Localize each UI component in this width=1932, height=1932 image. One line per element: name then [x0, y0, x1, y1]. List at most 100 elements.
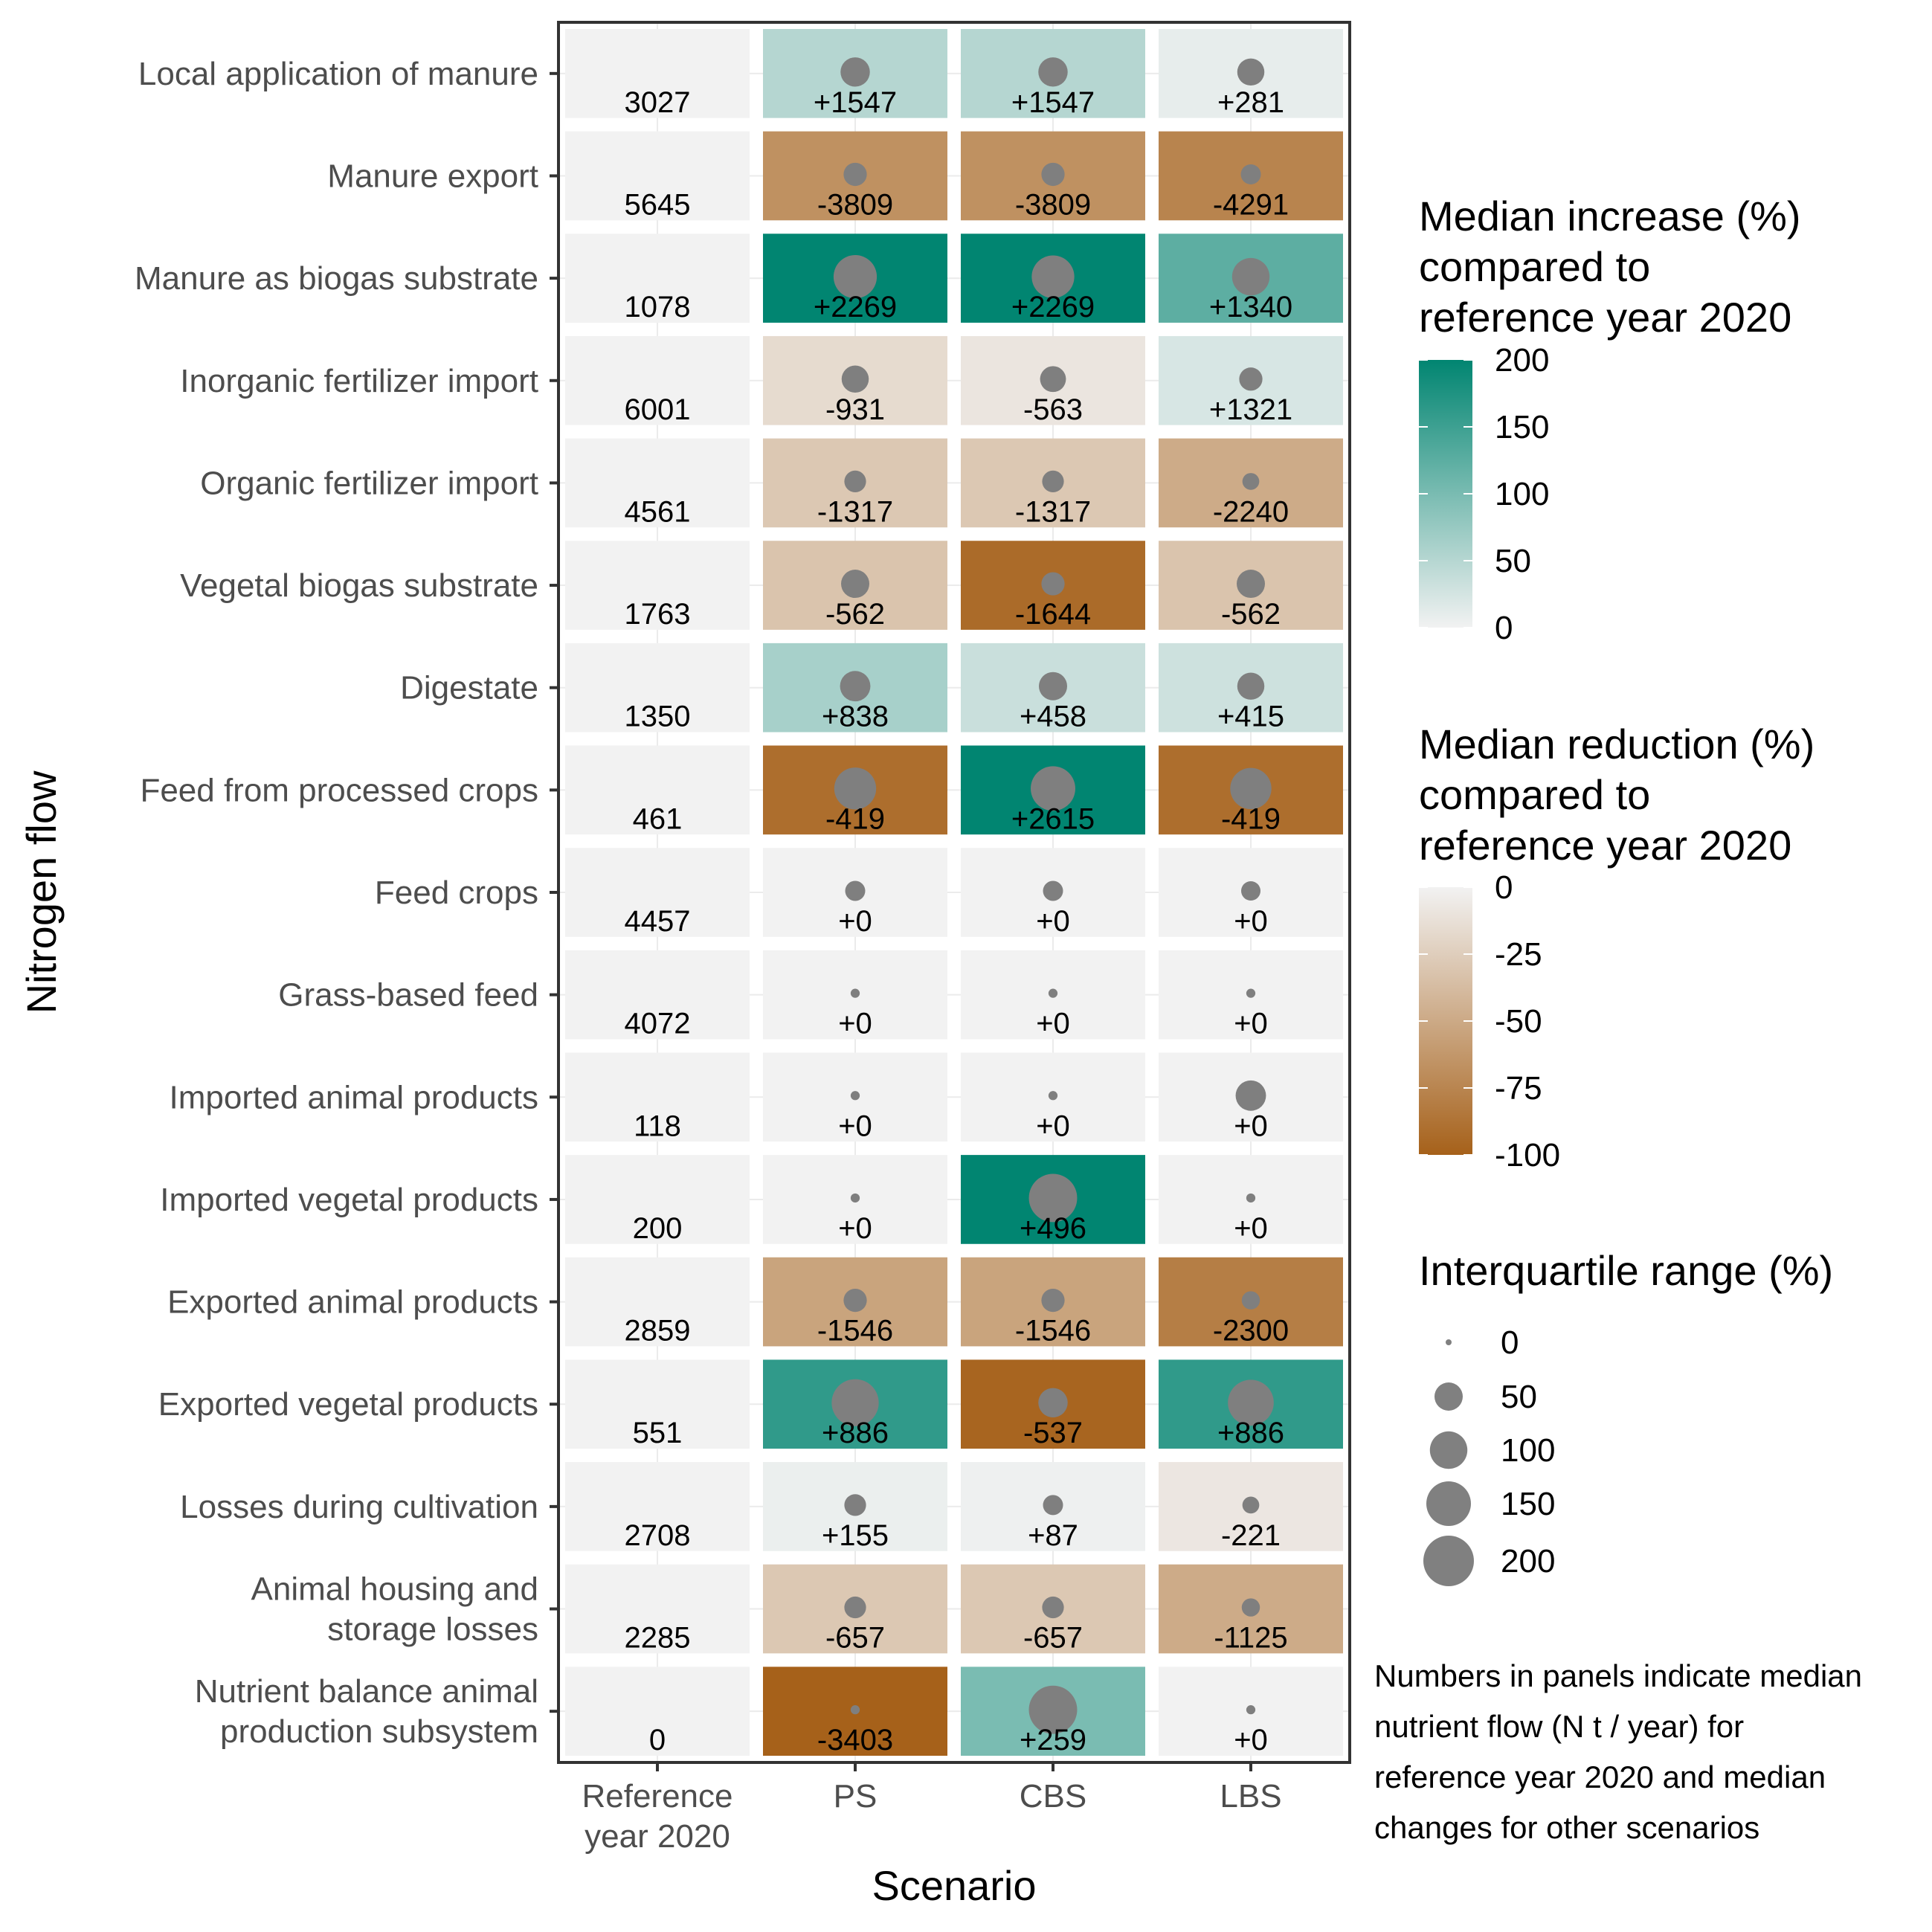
iqr-point [1242, 473, 1260, 490]
iqr-point [1042, 1596, 1064, 1619]
cell-value-label: +281 [1217, 86, 1284, 119]
heatmap-tile [565, 1462, 750, 1551]
iqr-point [843, 162, 867, 187]
y-tick-label: Vegetal biogas substrate [180, 567, 538, 604]
cell-value-label: +0 [1234, 905, 1268, 938]
iqr-point [1041, 1288, 1065, 1313]
axes: Local application of manure Manure export… [135, 56, 1282, 1855]
iqr-point [1048, 1091, 1058, 1101]
iqr-point [850, 1091, 860, 1101]
cell-value-label: 461 [633, 802, 683, 835]
cell-value-label: -419 [1221, 802, 1281, 835]
x-tick-label: Reference year 2020 [582, 1778, 732, 1855]
cell-value-label: +0 [838, 905, 872, 938]
cell-value-label: 1350 [625, 701, 691, 733]
cell-value-label: 1078 [625, 291, 691, 323]
heatmap-tile [565, 1667, 750, 1756]
iqr-point [834, 767, 877, 810]
cell-value-label: +0 [1036, 1008, 1070, 1040]
y-tick-label: Losses during cultivation [180, 1489, 538, 1525]
cell-value-label: +0 [1234, 1724, 1268, 1756]
iqr-point [831, 1379, 879, 1426]
cell-value-label: 1763 [625, 598, 691, 631]
y-axis-title: Nitrogen flow [18, 770, 65, 1014]
cell-value-label: 5645 [625, 188, 691, 221]
cell-value-label: +0 [1036, 905, 1070, 938]
cell-value-label: +458 [1020, 701, 1086, 733]
legend-size-label: 200 [1501, 1543, 1555, 1580]
iqr-point [1040, 366, 1066, 393]
cell-value-label: -221 [1221, 1519, 1281, 1552]
x-axis-title: Scenario [872, 1862, 1036, 1909]
iqr-point [1031, 255, 1075, 298]
iqr-point [1237, 570, 1265, 599]
iqr-point [845, 880, 866, 901]
heatmap-tile [565, 950, 750, 1040]
cell-value-label: -657 [825, 1622, 885, 1655]
cell-value-label: +155 [822, 1519, 889, 1552]
colorbar-reduction-label: -50 [1495, 1003, 1542, 1040]
y-tick-label: Nutrient balance animal production subsys… [195, 1673, 538, 1750]
cell-value-label: +886 [1217, 1417, 1284, 1449]
cell-value-label: 2285 [625, 1622, 691, 1655]
heatmap-tile [565, 1564, 750, 1654]
cell-value-label: 551 [633, 1417, 683, 1449]
iqr-point [840, 57, 870, 87]
cell-value-label: 118 [634, 1110, 681, 1142]
iqr-point [1241, 1598, 1260, 1617]
cell-value-label: +1340 [1209, 291, 1292, 323]
heatmap-tile [565, 848, 750, 937]
iqr-point [1239, 367, 1263, 391]
iqr-point [844, 1494, 866, 1516]
cell-value-label: -1644 [1015, 598, 1091, 631]
cell-value-label: +496 [1020, 1212, 1086, 1245]
heatmap-tile [565, 131, 750, 221]
cell-value-label: 2859 [625, 1315, 691, 1347]
heatmap-tile [565, 234, 750, 323]
iqr-point [1028, 1685, 1078, 1734]
cell-value-label: 0 [649, 1724, 666, 1756]
y-tick-label: Manure export [327, 158, 538, 194]
cell-value-label: +415 [1217, 701, 1284, 733]
colorbar-reduction-label: -100 [1495, 1137, 1560, 1173]
cell-value-label: +886 [822, 1417, 889, 1449]
cell-value-label: 3027 [625, 86, 691, 119]
cell-value-label: 4561 [625, 495, 691, 528]
y-tick-label: Imported animal products [170, 1079, 538, 1115]
iqr-point [1240, 164, 1261, 184]
y-tick-label: Exported animal products [167, 1284, 538, 1321]
x-tick-label: PS [834, 1778, 878, 1815]
heatmap-tile [565, 335, 750, 425]
iqr-point [1230, 767, 1272, 810]
legend-size-label: 50 [1501, 1379, 1537, 1415]
cell-value-label: -4291 [1213, 188, 1289, 221]
iqr-point [1231, 257, 1270, 296]
cell-value-label: +0 [838, 1110, 872, 1142]
cell-value-label: +838 [822, 701, 889, 733]
iqr-point [850, 1193, 860, 1203]
iqr-point [1241, 881, 1260, 901]
y-tick-label: Feed crops [375, 875, 538, 911]
iqr-point [1038, 1388, 1068, 1417]
cell-value-label: -1546 [817, 1315, 893, 1347]
legends: Median increase (%) compared to reference … [1374, 193, 1862, 1845]
cell-value-label: -1125 [1214, 1622, 1287, 1655]
iqr-point [1235, 1080, 1266, 1111]
cell-value-label: -562 [825, 598, 885, 631]
cell-value-label: +2615 [1011, 802, 1095, 835]
heatmap-panel: 3027 +1547 +1547 +281 5645 -3809 -3809 -4291 107… [558, 22, 1350, 1762]
iqr-point [1246, 988, 1256, 998]
y-tick-label: Animal housing and storage losses [251, 1571, 538, 1648]
heatmap-tile [565, 1052, 750, 1142]
cell-value-label: -419 [825, 802, 885, 835]
iqr-point [1246, 1705, 1256, 1715]
colorbar-increase-label: 100 [1495, 476, 1549, 512]
cell-value-label: -1546 [1015, 1315, 1091, 1347]
iqr-point [1041, 162, 1065, 187]
x-tick-label: LBS [1220, 1778, 1281, 1815]
colorbar-reduction-label: -75 [1495, 1070, 1542, 1107]
cell-value-label: -2240 [1213, 495, 1289, 528]
cell-value-label: 200 [633, 1212, 683, 1245]
iqr-point [1242, 1496, 1260, 1514]
heatmap-tile [565, 1359, 750, 1449]
